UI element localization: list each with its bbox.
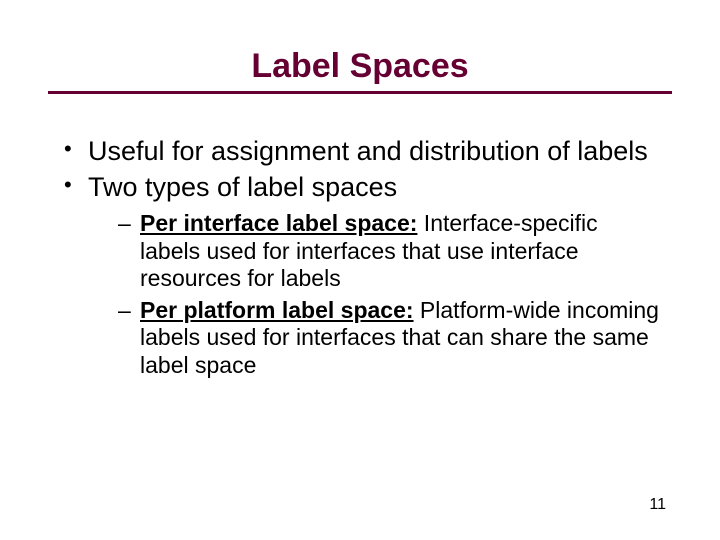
slide-title: Label Spaces	[251, 48, 468, 85]
sub-bullet-list: Per interface label space: Interface-spe…	[88, 210, 660, 380]
list-item: Useful for assignment and distribution o…	[60, 136, 660, 168]
title-area: Label Spaces	[0, 0, 720, 85]
bullet-list: Useful for assignment and distribution o…	[60, 136, 660, 379]
bullet-text: Two types of label spaces	[88, 172, 397, 202]
slide-body: Useful for assignment and distribution o…	[0, 94, 720, 379]
term-label: Per platform label space:	[140, 297, 414, 323]
slide: Label Spaces Useful for assignment and d…	[0, 0, 720, 540]
list-item: Per interface label space: Interface-spe…	[118, 210, 660, 293]
bullet-text: Useful for assignment and distribution o…	[88, 136, 648, 166]
page-number: 11	[649, 496, 666, 514]
list-item: Per platform label space: Platform-wide …	[118, 297, 660, 380]
list-item: Two types of label spaces Per interface …	[60, 172, 660, 379]
term-label: Per interface label space:	[140, 210, 417, 236]
